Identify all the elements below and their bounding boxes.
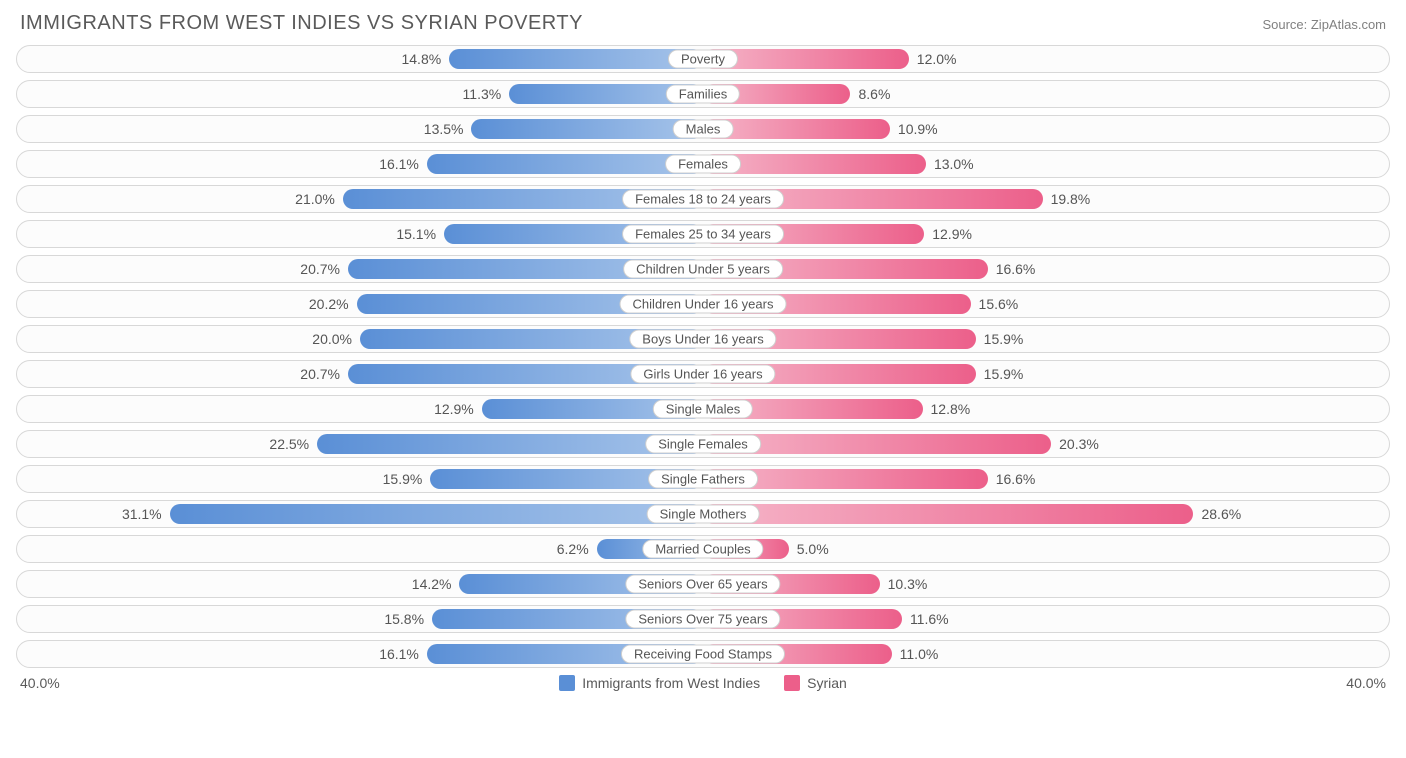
value-right: 20.3% — [1059, 431, 1099, 457]
value-right: 19.8% — [1051, 186, 1091, 212]
category-label: Single Mothers — [647, 505, 760, 524]
legend-item-right: Syrian — [784, 675, 847, 691]
category-label: Children Under 5 years — [623, 260, 783, 279]
chart-row: 20.0% 15.9% Boys Under 16 years — [16, 325, 1390, 353]
legend-swatch-right — [784, 675, 800, 691]
category-label: Children Under 16 years — [620, 295, 787, 314]
value-left: 6.2% — [557, 536, 589, 562]
category-label: Receiving Food Stamps — [621, 645, 785, 664]
bar-left — [471, 119, 703, 139]
chart-row: 20.7% 16.6% Children Under 5 years — [16, 255, 1390, 283]
value-left: 14.8% — [401, 46, 441, 72]
category-label: Females — [665, 155, 741, 174]
chart-row: 14.8% 12.0% Poverty — [16, 45, 1390, 73]
chart-row: 20.7% 15.9% Girls Under 16 years — [16, 360, 1390, 388]
category-label: Males — [673, 120, 734, 139]
value-left: 16.1% — [379, 151, 419, 177]
value-left: 16.1% — [379, 641, 419, 667]
category-label: Single Females — [645, 435, 761, 454]
value-left: 12.9% — [434, 396, 474, 422]
category-label: Families — [666, 85, 740, 104]
value-right: 10.9% — [898, 116, 938, 142]
value-right: 8.6% — [858, 81, 890, 107]
legend-label-left: Immigrants from West Indies — [582, 675, 760, 691]
bar-left — [427, 154, 703, 174]
value-right: 15.9% — [984, 361, 1024, 387]
value-right: 15.9% — [984, 326, 1024, 352]
chart-row: 16.1% 11.0% Receiving Food Stamps — [16, 640, 1390, 668]
legend: Immigrants from West Indies Syrian — [559, 675, 847, 691]
value-right: 16.6% — [996, 256, 1036, 282]
value-right: 13.0% — [934, 151, 974, 177]
value-right: 12.0% — [917, 46, 957, 72]
value-right: 12.9% — [932, 221, 972, 247]
bar-left — [170, 504, 703, 524]
chart-row: 6.2% 5.0% Married Couples — [16, 535, 1390, 563]
chart-source: Source: ZipAtlas.com — [1262, 17, 1386, 32]
category-label: Seniors Over 75 years — [625, 610, 780, 629]
value-right: 11.6% — [910, 606, 949, 632]
value-left: 15.9% — [383, 466, 423, 492]
category-label: Boys Under 16 years — [629, 330, 776, 349]
chart-row: 13.5% 10.9% Males — [16, 115, 1390, 143]
value-left: 21.0% — [295, 186, 335, 212]
chart-row: 12.9% 12.8% Single Males — [16, 395, 1390, 423]
value-left: 20.2% — [309, 291, 349, 317]
value-right: 16.6% — [996, 466, 1036, 492]
axis-max-right: 40.0% — [1346, 675, 1386, 691]
category-label: Poverty — [668, 50, 738, 69]
chart-footer: 40.0% Immigrants from West Indies Syrian… — [16, 675, 1390, 691]
value-left: 11.3% — [463, 81, 502, 107]
axis-max-left: 40.0% — [20, 675, 60, 691]
value-left: 20.7% — [300, 256, 340, 282]
value-right: 15.6% — [979, 291, 1019, 317]
value-right: 28.6% — [1201, 501, 1241, 527]
value-right: 10.3% — [888, 571, 928, 597]
diverging-bar-chart: 14.8%12.0%Poverty11.3%8.6%Families13.5%1… — [16, 45, 1390, 668]
value-left: 15.1% — [396, 221, 436, 247]
chart-row: 15.8% 11.6% Seniors Over 75 years — [16, 605, 1390, 633]
value-left: 13.5% — [424, 116, 464, 142]
category-label: Females 25 to 34 years — [622, 225, 784, 244]
legend-item-left: Immigrants from West Indies — [559, 675, 760, 691]
legend-swatch-left — [559, 675, 575, 691]
chart-title: IMMIGRANTS FROM WEST INDIES VS SYRIAN PO… — [20, 12, 583, 35]
value-left: 20.0% — [312, 326, 352, 352]
chart-row: 16.1% 13.0% Females — [16, 150, 1390, 178]
category-label: Girls Under 16 years — [630, 365, 775, 384]
chart-row: 15.1% 12.9% Females 25 to 34 years — [16, 220, 1390, 248]
chart-row: 11.3% 8.6% Families — [16, 80, 1390, 108]
chart-header: IMMIGRANTS FROM WEST INDIES VS SYRIAN PO… — [16, 12, 1390, 35]
category-label: Seniors Over 65 years — [625, 575, 780, 594]
value-right: 12.8% — [931, 396, 971, 422]
chart-row: 22.5% 20.3% Single Females — [16, 430, 1390, 458]
value-left: 15.8% — [384, 606, 424, 632]
value-left: 20.7% — [300, 361, 340, 387]
chart-row: 20.2% 15.6% Children Under 16 years — [16, 290, 1390, 318]
category-label: Married Couples — [642, 540, 763, 559]
chart-row: 31.1% 28.6% Single Mothers — [16, 500, 1390, 528]
value-left: 14.2% — [412, 571, 452, 597]
bar-left — [449, 49, 703, 69]
chart-row: 21.0% 19.8% Females 18 to 24 years — [16, 185, 1390, 213]
legend-label-right: Syrian — [807, 675, 847, 691]
category-label: Single Fathers — [648, 470, 758, 489]
value-left: 31.1% — [122, 501, 162, 527]
category-label: Single Males — [653, 400, 753, 419]
category-label: Females 18 to 24 years — [622, 190, 784, 209]
value-right: 5.0% — [797, 536, 829, 562]
bar-right — [703, 504, 1193, 524]
chart-row: 14.2% 10.3% Seniors Over 65 years — [16, 570, 1390, 598]
value-left: 22.5% — [269, 431, 309, 457]
value-right: 11.0% — [900, 641, 939, 667]
chart-row: 15.9% 16.6% Single Fathers — [16, 465, 1390, 493]
